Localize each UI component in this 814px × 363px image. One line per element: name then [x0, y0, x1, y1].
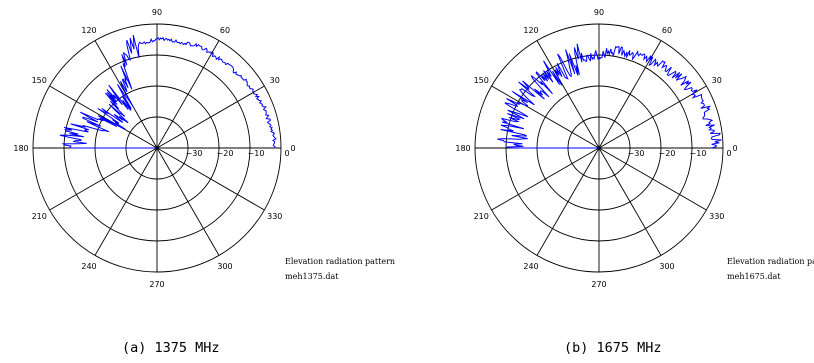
radial-tick-label: 0	[726, 149, 731, 158]
grid-spoke	[94, 147, 158, 256]
grid-spoke	[491, 147, 600, 211]
series-line	[497, 43, 722, 149]
grid-spoke	[598, 147, 662, 256]
angle-tick-label: 0	[732, 144, 737, 153]
grid-spoke	[598, 40, 662, 149]
angle-tick-label: 330	[709, 212, 724, 221]
grid-spoke	[536, 40, 600, 149]
caption-b: (b) 1675 MHz	[564, 340, 662, 356]
angle-tick-label: 60	[662, 26, 672, 35]
polar-chart-1: 0 30 60 90 120 150 180 210 240 270 300 330 0 −10 −20 −3…	[455, 8, 814, 289]
angle-tick-label: 90	[594, 8, 604, 17]
angle-tick-label: 120	[523, 26, 538, 35]
radial-tick-label: −20	[217, 149, 234, 158]
angle-tick-label: 270	[591, 280, 606, 289]
polar-chart-0: 0 30 60 90 120 150 180 210 240 270 300 330 0 −10 −20 −3…	[13, 8, 395, 289]
angle-tick-label: 120	[81, 26, 96, 35]
angle-tick-label: 240	[523, 262, 538, 271]
grid-spoke	[49, 85, 158, 149]
angle-tick-label: 150	[474, 76, 489, 85]
series-line	[59, 34, 277, 149]
annotation-title: Elevation radiation pattern	[285, 257, 395, 266]
angle-tick-label: 90	[152, 8, 162, 17]
angle-tick-label: 240	[81, 262, 96, 271]
angle-tick-label: 330	[267, 212, 282, 221]
angle-tick-label: 30	[270, 76, 280, 85]
grid-spoke	[598, 147, 707, 211]
angle-tick-label: 0	[290, 144, 295, 153]
angle-tick-label: 300	[659, 262, 674, 271]
angle-tick-label: 270	[149, 280, 164, 289]
angle-tick-label: 210	[474, 212, 489, 221]
grid-spoke	[598, 85, 707, 149]
annotation-filename: meh1675.dat	[727, 272, 781, 281]
angle-tick-label: 180	[455, 144, 470, 153]
annotation-title: Elevation radiation pattern	[727, 257, 814, 266]
grid-spoke	[536, 147, 600, 256]
grid-spoke	[156, 85, 265, 149]
grid-spoke	[156, 147, 220, 256]
caption-a: (a) 1375 MHz	[122, 340, 220, 356]
grid-spoke	[156, 147, 265, 211]
radial-tick-label: −30	[186, 149, 203, 158]
grid-spoke	[491, 85, 600, 149]
angle-tick-label: 60	[220, 26, 230, 35]
angle-tick-label: 30	[712, 76, 722, 85]
angle-tick-label: 150	[32, 76, 47, 85]
angle-tick-label: 300	[217, 262, 232, 271]
radial-tick-label: −20	[659, 149, 676, 158]
radial-tick-label: −30	[628, 149, 645, 158]
angle-tick-label: 180	[13, 144, 28, 153]
annotation-filename: meh1375.dat	[285, 272, 339, 281]
grid-spoke	[49, 147, 158, 211]
radial-tick-label: 0	[284, 149, 289, 158]
grid-spoke	[156, 40, 220, 149]
radial-tick-label: −10	[690, 149, 707, 158]
angle-tick-label: 210	[32, 212, 47, 221]
radial-tick-label: −10	[248, 149, 265, 158]
